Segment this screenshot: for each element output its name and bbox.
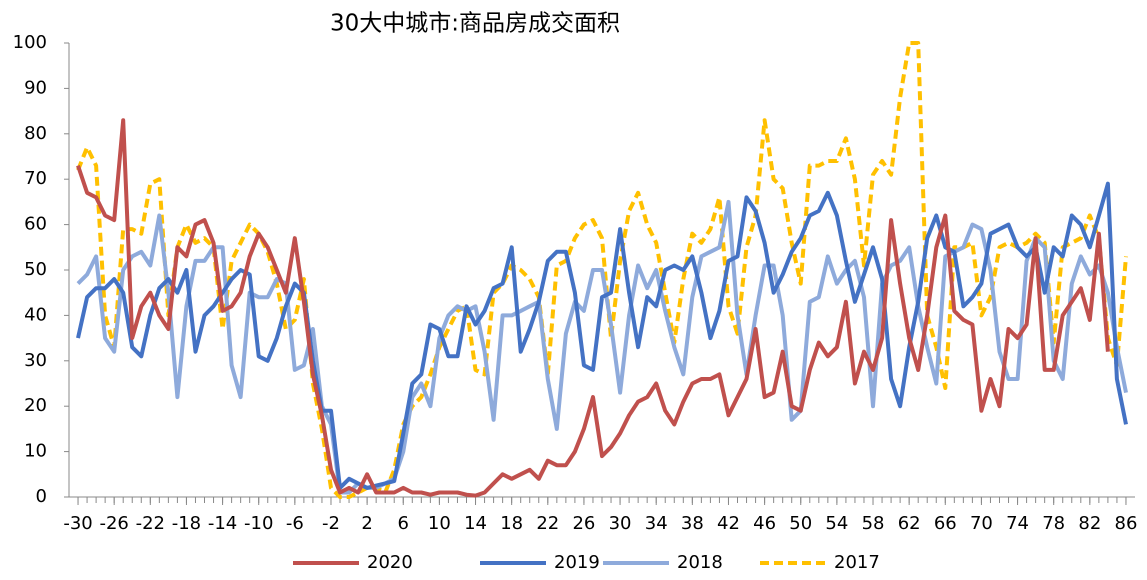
y-tick-label: 90 bbox=[24, 77, 47, 98]
x-tick-label: 2 bbox=[361, 513, 372, 534]
x-tick-label: 54 bbox=[825, 513, 848, 534]
x-tick-label: 62 bbox=[898, 513, 921, 534]
x-tick-label: 66 bbox=[934, 513, 957, 534]
x-tick-label: 50 bbox=[789, 513, 812, 534]
x-tick-label: 22 bbox=[536, 513, 559, 534]
legend-label: 2017 bbox=[834, 552, 880, 573]
y-tick-label: 20 bbox=[24, 395, 47, 416]
x-tick-label: 10 bbox=[428, 513, 451, 534]
x-tick-label: -14 bbox=[208, 513, 237, 534]
x-tick-label: 46 bbox=[753, 513, 776, 534]
x-tick-label: 78 bbox=[1042, 513, 1065, 534]
x-tick-label: 42 bbox=[717, 513, 740, 534]
y-tick-label: 60 bbox=[24, 214, 47, 235]
y-tick-label: 80 bbox=[24, 123, 47, 144]
legend-label: 2018 bbox=[677, 552, 723, 573]
y-tick-label: 50 bbox=[24, 259, 47, 280]
x-tick-label: -2 bbox=[322, 513, 340, 534]
legend-label: 2019 bbox=[554, 552, 600, 573]
x-tick-label: 74 bbox=[1006, 513, 1029, 534]
y-tick-label: 70 bbox=[24, 168, 47, 189]
x-tick-label: 86 bbox=[1115, 513, 1138, 534]
y-tick-label: 30 bbox=[24, 350, 47, 371]
legend-label: 2020 bbox=[367, 552, 413, 573]
x-tick-label: 14 bbox=[464, 513, 487, 534]
y-tick-label: 0 bbox=[36, 486, 47, 507]
line-series bbox=[76, 181, 1128, 490]
y-tick-label: 100 bbox=[13, 32, 47, 53]
x-tick-label: -22 bbox=[136, 513, 165, 534]
x-tick-label: 38 bbox=[681, 513, 704, 534]
x-tick-label: 58 bbox=[862, 513, 885, 534]
x-tick-label: 30 bbox=[609, 513, 632, 534]
chart-title: 30大中城市:商品房成交面积 bbox=[330, 11, 620, 37]
x-tick-label: 70 bbox=[970, 513, 993, 534]
x-tick-label: -30 bbox=[63, 513, 92, 534]
y-tick-label: 40 bbox=[24, 304, 47, 325]
line-series bbox=[76, 118, 1110, 498]
x-tick-label: 34 bbox=[645, 513, 668, 534]
x-tick-label: 18 bbox=[500, 513, 523, 534]
x-tick-label: 82 bbox=[1078, 513, 1101, 534]
x-tick-label: -18 bbox=[172, 513, 201, 534]
y-tick-label: 10 bbox=[24, 441, 47, 462]
x-tick-label: -10 bbox=[244, 513, 273, 534]
x-tick-label: -6 bbox=[286, 513, 304, 534]
x-tick-label: -26 bbox=[99, 513, 128, 534]
x-tick-label: 6 bbox=[398, 513, 409, 534]
x-tick-label: 26 bbox=[572, 513, 595, 534]
